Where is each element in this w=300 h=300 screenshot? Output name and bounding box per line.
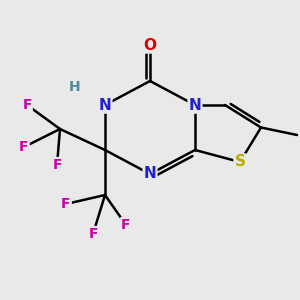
- Text: N: N: [144, 167, 156, 182]
- Text: F: F: [121, 218, 131, 232]
- Text: F: F: [88, 227, 98, 241]
- Text: F: F: [22, 98, 32, 112]
- Text: F: F: [61, 197, 71, 211]
- Text: N: N: [99, 98, 111, 112]
- Text: S: S: [235, 154, 245, 169]
- Text: F: F: [52, 158, 62, 172]
- Text: O: O: [143, 38, 157, 52]
- Text: N: N: [189, 98, 201, 112]
- Text: H: H: [69, 80, 81, 94]
- Text: F: F: [19, 140, 29, 154]
